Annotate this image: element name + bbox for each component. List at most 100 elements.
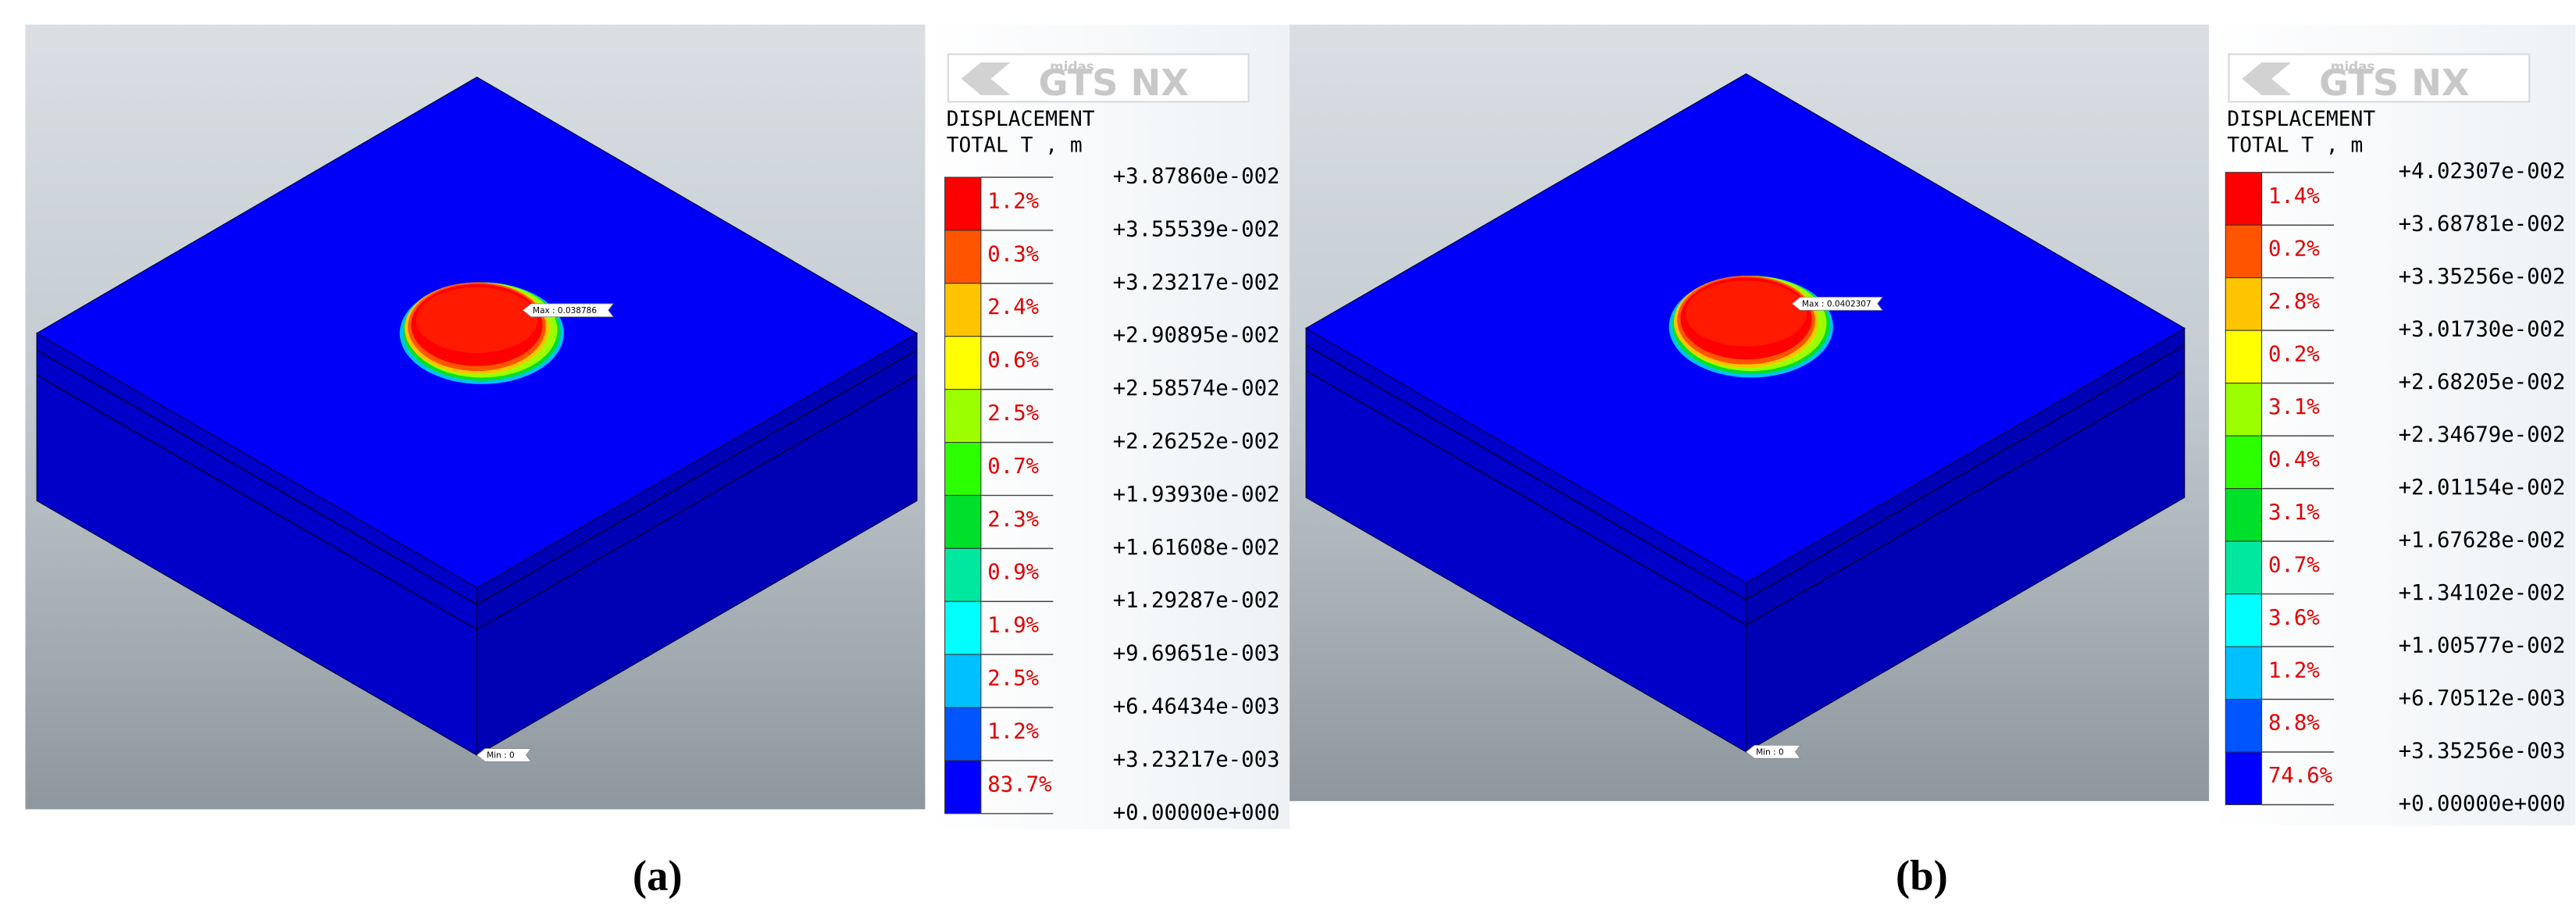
logo-maker: midas	[1050, 59, 1094, 74]
level-label: +1.00577e-002	[2399, 634, 2566, 658]
level-label: +2.90895e-002	[1113, 323, 1280, 348]
band-percent: 2.4%	[987, 295, 1039, 319]
band-percent: 2.3%	[987, 508, 1039, 532]
band-percent: 1.2%	[987, 189, 1039, 213]
level-label: +1.61608e-002	[1113, 536, 1280, 560]
legend-band	[2225, 277, 2263, 331]
band-percent: 1.2%	[987, 719, 1039, 743]
layer-line	[36, 374, 918, 631]
level-label: +2.68205e-002	[2399, 370, 2566, 394]
logo-maker: midas	[2331, 59, 2375, 74]
max-tag: Max : 0.038786	[533, 306, 597, 315]
legend-band	[2225, 383, 2263, 437]
legend-band	[2225, 698, 2263, 753]
band-percent: 83.7%	[987, 772, 1051, 797]
legend-band	[2225, 330, 2263, 384]
level-label: +3.23217e-002	[1113, 270, 1280, 294]
band-percent: 3.1%	[2268, 501, 2320, 525]
legend-band	[2225, 435, 2263, 490]
legend-band	[944, 707, 982, 761]
max-tag-box	[1791, 297, 1883, 311]
legend-band	[2225, 540, 2263, 595]
panel-caption: (b)	[1896, 851, 1948, 899]
legend-band	[944, 336, 982, 390]
layer-line	[36, 349, 918, 605]
band-percent: 1.2%	[2268, 658, 2320, 683]
band-percent: 0.2%	[2268, 237, 2320, 261]
level-label: +3.87860e-002	[1113, 165, 1280, 189]
min-tag-box	[1745, 744, 1801, 759]
band-percent: 0.7%	[2268, 553, 2320, 577]
contour-top	[416, 287, 538, 353]
level-label: +4.02307e-002	[2399, 159, 2566, 184]
legend-band	[2225, 488, 2263, 542]
band-percent: 1.9%	[987, 614, 1039, 638]
min-tag-box	[476, 748, 532, 762]
level-label: +1.67628e-002	[2399, 529, 2566, 553]
min-tag: Min : 0	[1756, 747, 1784, 757]
legend-band	[2225, 224, 2263, 279]
legend-band	[2225, 646, 2263, 700]
level-label: +0.00000e+000	[1113, 800, 1280, 825]
layer-line	[1305, 369, 2185, 626]
legend-title: DISPLACEMENT	[2227, 108, 2375, 131]
band-percent: 2.5%	[987, 401, 1039, 426]
level-label: +0.00000e+000	[2399, 792, 2566, 816]
legend-band	[2225, 593, 2263, 647]
level-label: +3.55539e-002	[1113, 217, 1280, 241]
band-percent: 0.9%	[987, 561, 1039, 585]
level-label: +2.58574e-002	[1113, 376, 1280, 401]
logo-mark	[2242, 62, 2292, 95]
level-label: +6.46434e-003	[1113, 695, 1280, 719]
legend-band	[944, 547, 982, 602]
level-label: +2.01154e-002	[2399, 476, 2566, 500]
band-percent: 3.6%	[2268, 606, 2320, 630]
level-label: +1.29287e-002	[1113, 589, 1280, 613]
level-label: +2.34679e-002	[2399, 423, 2566, 447]
band-percent: 0.6%	[987, 348, 1039, 372]
legend-band	[2225, 172, 2263, 226]
level-label: +3.23217e-003	[1113, 747, 1280, 772]
panel-caption: (a)	[633, 851, 683, 899]
legend-band	[944, 230, 982, 284]
level-label: +6.70512e-003	[2399, 686, 2566, 711]
band-percent: 74.6%	[2268, 764, 2332, 788]
legend-band	[944, 389, 982, 444]
legend-band	[944, 494, 982, 549]
legend-band	[944, 760, 982, 814]
level-label: +3.01730e-002	[2399, 318, 2566, 342]
legend-band	[2225, 751, 2263, 805]
band-percent: 1.4%	[2268, 184, 2320, 209]
legend-band	[944, 601, 982, 655]
legend-panel	[928, 24, 1290, 829]
logo-product: GTS NX	[1038, 62, 1188, 104]
band-percent: 2.8%	[2268, 290, 2320, 314]
legend-subtitle: TOTAL T , m	[947, 134, 1083, 158]
band-percent: 3.1%	[2268, 395, 2320, 419]
band-percent: 8.8%	[2268, 711, 2320, 736]
legend-subtitle: TOTAL T , m	[2227, 134, 2363, 158]
band-percent: 2.5%	[987, 667, 1039, 691]
legend-band	[944, 283, 982, 337]
level-label: +9.69651e-003	[1113, 642, 1280, 666]
logo-product: GTS NX	[2319, 62, 2469, 104]
band-percent: 0.4%	[2268, 447, 2320, 472]
level-label: +3.68781e-002	[2399, 212, 2566, 237]
min-tag: Min : 0	[487, 751, 515, 761]
level-label: +1.93930e-002	[1113, 483, 1280, 507]
legend-band	[944, 442, 982, 496]
level-label: +1.34102e-002	[2399, 581, 2566, 605]
legend-title: DISPLACEMENT	[947, 108, 1095, 131]
legend-band	[944, 176, 982, 231]
max-tag: Max : 0.0402307	[1802, 300, 1871, 309]
level-label: +2.26252e-002	[1113, 429, 1280, 454]
level-label: +3.35256e-002	[2399, 265, 2566, 289]
band-percent: 0.2%	[2268, 342, 2320, 366]
legend-band	[944, 654, 982, 708]
logo-box	[2228, 53, 2531, 103]
contour-top	[1685, 280, 1807, 347]
max-tag-box	[522, 303, 614, 318]
level-label: +3.35256e-003	[2399, 739, 2566, 763]
layer-line	[1305, 344, 2185, 601]
